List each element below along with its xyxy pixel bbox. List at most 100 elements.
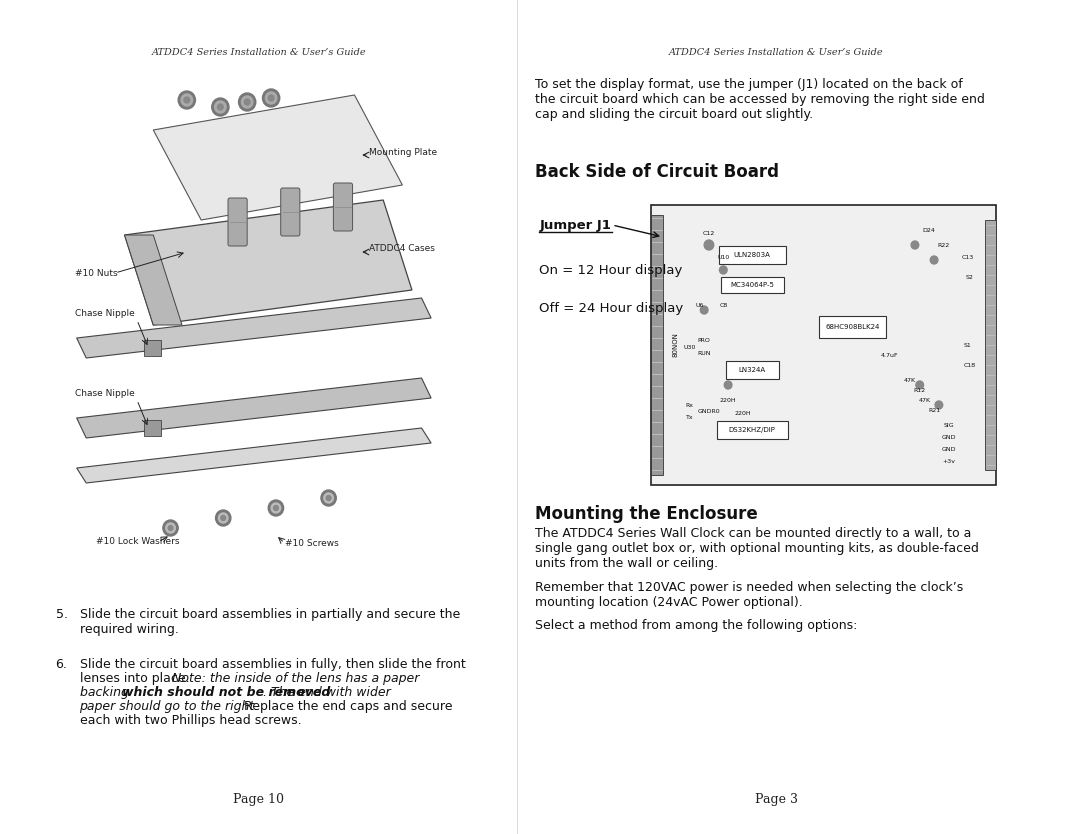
- Text: PRO: PRO: [698, 338, 711, 343]
- Text: 47K: 47K: [918, 398, 931, 403]
- Text: Mounting Plate: Mounting Plate: [369, 148, 437, 157]
- Text: Note: the inside of the lens has a paper: Note: the inside of the lens has a paper: [173, 672, 420, 685]
- Text: 68HC908BLK24: 68HC908BLK24: [825, 324, 880, 330]
- Circle shape: [217, 104, 224, 110]
- Circle shape: [268, 500, 284, 516]
- Text: Select a method from among the following options:: Select a method from among the following…: [535, 619, 856, 632]
- Text: Slide the circuit board assemblies in partially and secure the
required wiring.: Slide the circuit board assemblies in pa…: [80, 608, 460, 636]
- Circle shape: [271, 503, 281, 513]
- Circle shape: [725, 381, 732, 389]
- Circle shape: [181, 94, 192, 106]
- Text: DS32KHZ/DIP: DS32KHZ/DIP: [729, 427, 775, 433]
- Text: ULN2803A: ULN2803A: [733, 252, 770, 258]
- Circle shape: [321, 490, 336, 506]
- Polygon shape: [77, 378, 431, 438]
- Circle shape: [268, 95, 274, 101]
- Circle shape: [239, 93, 256, 111]
- Circle shape: [930, 256, 937, 264]
- Circle shape: [266, 92, 276, 104]
- Text: R21: R21: [928, 408, 941, 413]
- Circle shape: [704, 240, 714, 250]
- Circle shape: [273, 505, 279, 510]
- Text: Tx: Tx: [686, 414, 693, 420]
- Bar: [651, 205, 997, 485]
- Circle shape: [244, 99, 251, 105]
- Text: To set the display format, use the jumper (J1) located on the back of
the circui: To set the display format, use the jumpe…: [535, 78, 985, 121]
- Text: GNDR0: GNDR0: [698, 409, 720, 414]
- FancyBboxPatch shape: [281, 188, 300, 236]
- Circle shape: [168, 525, 173, 530]
- Text: lenses into place.: lenses into place.: [80, 672, 193, 685]
- Bar: [651, 215, 663, 475]
- Text: U30: U30: [684, 344, 696, 349]
- Text: C18: C18: [963, 363, 975, 368]
- Polygon shape: [77, 298, 431, 358]
- Text: GND: GND: [941, 435, 956, 440]
- Text: The ATDDC4 Series Wall Clock can be mounted directly to a wall, to a
single gang: The ATDDC4 Series Wall Clock can be moun…: [535, 527, 978, 570]
- Text: S1: S1: [963, 343, 972, 348]
- Text: U6: U6: [696, 303, 703, 308]
- Text: U10: U10: [717, 254, 729, 259]
- FancyBboxPatch shape: [228, 198, 247, 246]
- Text: ATDDC4 Cases: ATDDC4 Cases: [369, 244, 435, 253]
- Bar: [144, 340, 161, 356]
- Circle shape: [916, 381, 923, 389]
- Text: ATDDC4 Series Installation & User’s Guide: ATDDC4 Series Installation & User’s Guid…: [151, 48, 366, 57]
- Text: 80NON: 80NON: [673, 333, 678, 358]
- Text: paper should go to the right.: paper should go to the right.: [80, 700, 259, 713]
- Text: MC34064P-5: MC34064P-5: [730, 282, 774, 288]
- Bar: [718, 246, 785, 264]
- Text: backing: backing: [80, 686, 133, 699]
- Text: S2: S2: [966, 274, 973, 279]
- Text: Page 3: Page 3: [755, 793, 797, 806]
- Circle shape: [326, 495, 330, 500]
- Circle shape: [220, 515, 226, 520]
- Text: Replace the end caps and secure: Replace the end caps and secure: [241, 700, 453, 713]
- Circle shape: [242, 96, 253, 108]
- Text: Chase Nipple: Chase Nipple: [75, 389, 135, 398]
- Bar: [726, 361, 779, 379]
- Bar: [819, 316, 887, 338]
- Text: Page 10: Page 10: [233, 793, 284, 806]
- Text: which should not be removed: which should not be removed: [122, 686, 330, 699]
- Text: ATDDC4 Series Installation & User’s Guide: ATDDC4 Series Installation & User’s Guid…: [669, 48, 883, 57]
- Circle shape: [262, 89, 280, 107]
- Circle shape: [912, 241, 919, 249]
- Text: D24: D24: [922, 228, 935, 233]
- Bar: [985, 220, 997, 470]
- Circle shape: [163, 520, 178, 536]
- Circle shape: [719, 266, 727, 274]
- Text: each with two Phillips head screws.: each with two Phillips head screws.: [80, 714, 301, 727]
- Text: Jumper J1: Jumper J1: [539, 219, 611, 232]
- Text: 4.7uF: 4.7uF: [880, 353, 897, 358]
- Text: GND: GND: [941, 446, 956, 451]
- FancyBboxPatch shape: [334, 183, 352, 231]
- Circle shape: [212, 98, 229, 116]
- Circle shape: [324, 493, 334, 503]
- Text: . The end with wider: . The end with wider: [264, 686, 391, 699]
- Text: #10 Screws: #10 Screws: [284, 539, 338, 547]
- Text: Rx: Rx: [686, 403, 693, 408]
- Text: R12: R12: [914, 388, 926, 393]
- Text: C8: C8: [719, 303, 728, 308]
- Circle shape: [218, 513, 228, 523]
- Text: Off = 24 Hour display: Off = 24 Hour display: [539, 302, 684, 314]
- Text: LN324A: LN324A: [739, 367, 766, 373]
- Text: #10 Nuts: #10 Nuts: [75, 269, 118, 278]
- Bar: [721, 277, 784, 293]
- Polygon shape: [124, 235, 183, 325]
- Circle shape: [215, 101, 226, 113]
- Text: Chase Nipple: Chase Nipple: [75, 309, 135, 318]
- Text: RUN: RUN: [698, 350, 711, 355]
- Text: Back Side of Circuit Board: Back Side of Circuit Board: [535, 163, 779, 181]
- Polygon shape: [153, 95, 403, 220]
- Bar: [144, 420, 161, 436]
- Polygon shape: [77, 428, 431, 483]
- Text: 6.: 6.: [55, 658, 67, 671]
- Text: Remember that 120VAC power is needed when selecting the clock’s
mounting locatio: Remember that 120VAC power is needed whe…: [535, 581, 963, 609]
- Text: #10 Lock Washers: #10 Lock Washers: [96, 537, 179, 546]
- Polygon shape: [124, 200, 411, 325]
- Text: 5.: 5.: [55, 608, 68, 621]
- Circle shape: [216, 510, 231, 526]
- Text: On = 12 Hour display: On = 12 Hour display: [539, 264, 683, 277]
